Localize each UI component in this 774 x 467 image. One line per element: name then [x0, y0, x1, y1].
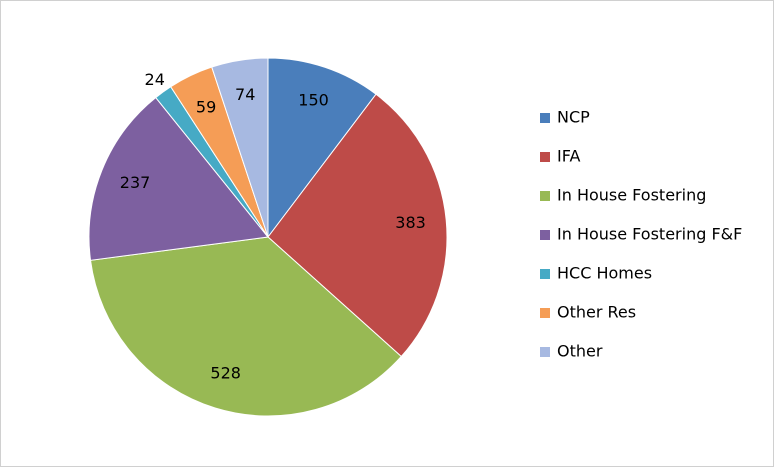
legend-swatch [540, 308, 550, 318]
pie-slice [267, 93, 448, 358]
legend-label: In House Fostering [557, 186, 706, 205]
legend-label: Other Res [557, 303, 636, 322]
legend-swatch [540, 191, 550, 201]
legend-swatch [540, 347, 550, 357]
pie-slice [211, 57, 269, 238]
legend-label: NCP [557, 108, 590, 127]
legend-label: HCC Homes [557, 264, 652, 283]
data-label: 383 [395, 213, 426, 232]
legend-swatch [540, 113, 550, 123]
data-label: 59 [196, 97, 216, 116]
pie-slice [88, 96, 269, 261]
data-label: 528 [210, 363, 241, 382]
data-label: 237 [120, 173, 151, 192]
legend-label: Other [557, 342, 603, 361]
data-label: 150 [298, 91, 329, 110]
pie-slice [89, 236, 402, 417]
legend-swatch [540, 152, 550, 162]
data-label: 24 [145, 70, 165, 89]
legend-label: In House Fostering F&F [557, 225, 742, 244]
legend-label: IFA [557, 147, 580, 166]
legend-swatch [540, 230, 550, 240]
data-label: 74 [235, 85, 255, 104]
legend-swatch [540, 269, 550, 279]
pie-slice [267, 57, 377, 239]
